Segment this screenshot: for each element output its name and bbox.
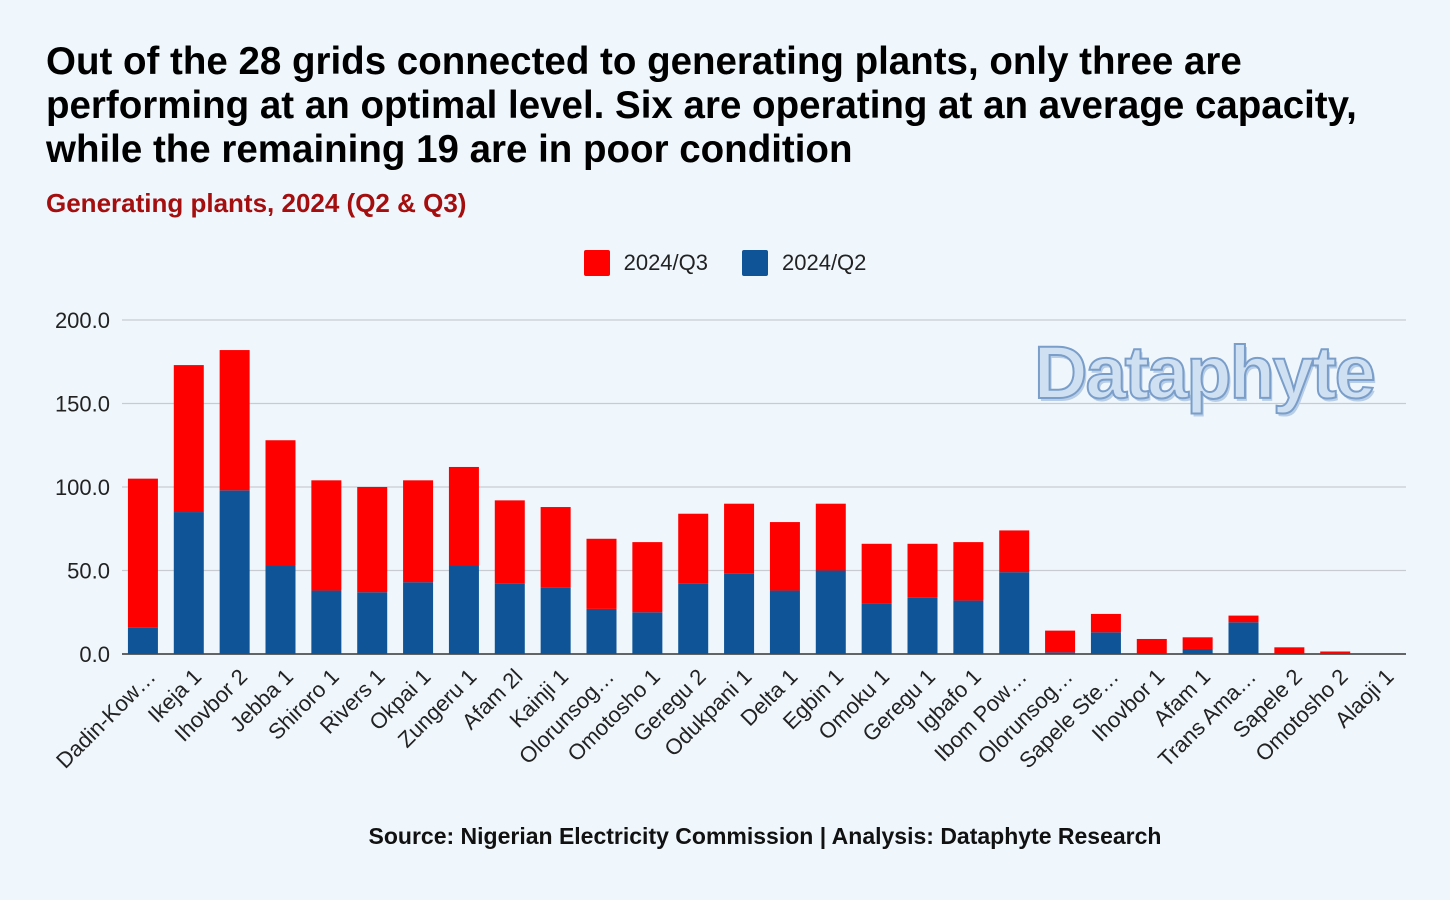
bar-q2[interactable] <box>1090 632 1121 654</box>
bar-q3[interactable] <box>173 365 204 513</box>
bar-q3[interactable] <box>907 543 938 598</box>
bar-q2[interactable] <box>769 590 800 654</box>
bar-q2[interactable] <box>724 573 755 654</box>
x-tick-label: Dadin-Kow… <box>51 664 160 773</box>
bar-q3[interactable] <box>769 522 800 591</box>
bar-q3[interactable] <box>311 480 342 591</box>
bar-q3[interactable] <box>586 538 617 609</box>
bar-q2[interactable] <box>265 565 296 654</box>
source-note: Source: Nigerian Electricity Commission … <box>368 823 1162 849</box>
bar-q2[interactable] <box>815 570 846 655</box>
bar-q2[interactable] <box>586 608 617 654</box>
bar-q3[interactable] <box>540 507 571 588</box>
chart-title: Out of the 28 grids connected to generat… <box>46 40 1357 171</box>
bar-q3[interactable] <box>127 478 158 628</box>
bar-q3[interactable] <box>632 542 663 613</box>
legend-item-q3[interactable]: 2024/Q3 <box>583 250 708 276</box>
bar-q3[interactable] <box>448 466 479 566</box>
legend-item-q2[interactable]: 2024/Q2 <box>742 250 866 276</box>
bar-q2[interactable] <box>311 590 342 654</box>
legend-label-q2: 2024/Q2 <box>782 250 867 275</box>
bar-q3[interactable] <box>1274 647 1305 654</box>
chart-subtitle: Generating plants, 2024 (Q2 & Q3) <box>46 188 467 218</box>
bar-q2[interactable] <box>540 587 571 654</box>
y-tick-label: 150.0 <box>55 392 110 417</box>
bar-q3[interactable] <box>494 500 525 584</box>
stacked-bar-chart: 0.0 50.0 100.0 150.0 200.0 Dadin-Kow…Ikeja 1… <box>51 308 1406 773</box>
bar-q2[interactable] <box>1182 648 1213 654</box>
bar-q3[interactable] <box>1228 615 1259 623</box>
bar-q2[interactable] <box>999 572 1030 654</box>
bar-q3[interactable] <box>219 350 250 491</box>
bar-q2[interactable] <box>953 600 984 654</box>
bar-q3[interactable] <box>1045 630 1076 653</box>
bar-q3[interactable] <box>265 440 296 566</box>
bar-q3[interactable] <box>357 487 388 593</box>
bar-q3[interactable] <box>724 503 755 574</box>
bar-q3[interactable] <box>815 503 846 571</box>
bar-q2[interactable] <box>403 582 434 654</box>
bar-q3[interactable] <box>999 530 1030 573</box>
dataphyte-watermark: Dataphyte <box>1033 330 1377 415</box>
bar-q2[interactable] <box>632 612 663 654</box>
y-tick-label: 0.0 <box>79 642 110 667</box>
legend: 2024/Q3 2024/Q2 <box>0 250 1450 276</box>
bar-q2[interactable] <box>861 603 892 654</box>
y-tick-label: 50.0 <box>67 559 110 584</box>
bar-q3[interactable] <box>953 542 984 601</box>
bar-q2[interactable] <box>173 512 204 654</box>
bar-q2[interactable] <box>494 583 525 654</box>
bar-q2[interactable] <box>219 490 250 654</box>
bar-q2[interactable] <box>907 597 938 654</box>
y-axis-ticks: 0.0 50.0 100.0 150.0 200.0 <box>55 308 110 667</box>
legend-swatch-q2 <box>742 250 768 276</box>
bar-q2[interactable] <box>1045 652 1076 654</box>
bar-q3[interactable] <box>678 513 709 584</box>
bar-q3[interactable] <box>1090 613 1121 633</box>
bar-q2[interactable] <box>448 565 479 654</box>
bar-q2[interactable] <box>678 583 709 654</box>
bar-q2[interactable] <box>357 592 388 654</box>
legend-swatch-q3 <box>583 250 610 276</box>
legend-label-q3: 2024/Q3 <box>623 250 708 275</box>
bar-q2[interactable] <box>127 627 158 654</box>
bar-q3[interactable] <box>1320 651 1351 654</box>
bars <box>127 350 1351 655</box>
bar-q3[interactable] <box>403 480 434 583</box>
bar-q3[interactable] <box>861 543 892 604</box>
y-tick-label: 200.0 <box>55 308 110 333</box>
y-tick-label: 100.0 <box>55 475 110 500</box>
bar-q3[interactable] <box>1136 638 1167 654</box>
bar-q3[interactable] <box>1182 637 1213 649</box>
bar-q2[interactable] <box>1228 622 1259 654</box>
